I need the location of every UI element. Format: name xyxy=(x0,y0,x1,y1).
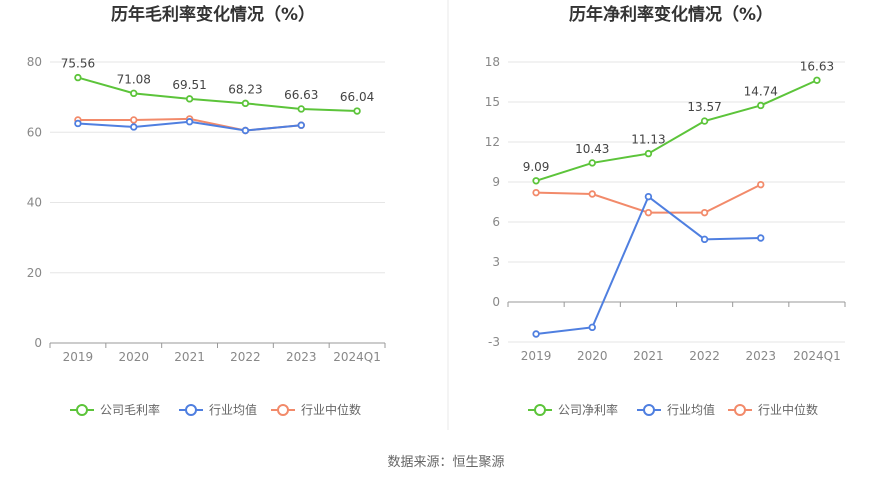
x-tick-label: 2020 xyxy=(118,350,149,364)
data-point-industry_median xyxy=(700,208,709,217)
chart-title: 历年净利率变化情况（%） xyxy=(569,4,773,25)
data-label: 10.43 xyxy=(575,142,609,156)
chart-title: 历年毛利率变化情况（%） xyxy=(111,4,315,25)
x-tick-label: 2024Q1 xyxy=(793,349,841,363)
data-point-company xyxy=(644,149,653,158)
x-tick-label: 2022 xyxy=(230,350,261,364)
data-point-company xyxy=(130,89,138,98)
data-point-company xyxy=(241,99,250,108)
legend-item-industry_avg[interactable]: 行业均值 xyxy=(179,402,257,417)
data-point-industry_avg xyxy=(297,121,305,129)
legend-label: 行业中位数 xyxy=(301,402,361,417)
data-label: 75.56 xyxy=(61,57,95,71)
x-tick-label: 2023 xyxy=(745,349,776,363)
net-margin-chart: 历年净利率变化情况（%） -3 0 3 6 9 12 15 18 2019 2020 2021 2022… xyxy=(485,4,846,417)
legend-label: 行业中位数 xyxy=(758,402,818,417)
data-label: 66.04 xyxy=(340,90,374,104)
data-label: 14.74 xyxy=(744,84,778,98)
data-point-company xyxy=(813,76,821,84)
data-point-industry_avg xyxy=(130,123,138,131)
data-point-industry_median xyxy=(588,190,596,198)
legend-label: 公司毛利率 xyxy=(100,402,160,417)
data-point-industry_avg xyxy=(757,234,765,242)
legend-item-industry_median[interactable]: 行业中位数 xyxy=(728,402,818,417)
x-tick-label: 2019 xyxy=(63,350,94,364)
x-tick-label: 2024Q1 xyxy=(333,350,381,364)
y-tick-label: 6 xyxy=(492,215,500,229)
legend-marker-icon xyxy=(643,404,655,416)
data-point-industry_avg xyxy=(74,119,82,128)
y-tick-label: 60 xyxy=(27,125,42,139)
data-label: 68.23 xyxy=(228,82,262,96)
x-tick-label: 2022 xyxy=(689,349,720,363)
x-tick-label: 2019 xyxy=(521,349,552,363)
x-tick-label: 2023 xyxy=(286,350,317,364)
data-point-company xyxy=(588,159,596,167)
legend-item-industry_median[interactable]: 行业中位数 xyxy=(271,402,361,417)
data-point-company xyxy=(700,117,709,125)
data-point-company xyxy=(185,95,194,103)
data-label: 13.57 xyxy=(687,100,721,114)
data-point-industry_avg xyxy=(532,330,540,338)
data-point-industry_median xyxy=(644,208,653,217)
data-point-industry_median xyxy=(757,180,765,189)
gross-margin-chart: 历年毛利率变化情况（%） 0 20 40 60 80 2019 2020 2021 2022 202… xyxy=(27,4,386,417)
data-point-industry_avg xyxy=(185,118,194,126)
data-point-company xyxy=(297,105,305,113)
data-point-industry_avg xyxy=(644,192,653,201)
source-note: 数据来源：恒生聚源 xyxy=(387,455,504,470)
data-label: 16.63 xyxy=(800,59,834,73)
data-point-industry_median xyxy=(532,188,540,197)
legend-label: 行业均值 xyxy=(667,402,715,417)
legend-item-company[interactable]: 公司净利率 xyxy=(528,402,618,417)
y-tick-label: 0 xyxy=(34,336,42,350)
data-point-industry_avg xyxy=(700,235,709,244)
data-label: 69.51 xyxy=(172,78,206,92)
y-tick-label: -3 xyxy=(488,335,500,349)
y-tick-label: 20 xyxy=(27,266,42,280)
y-tick-label: 18 xyxy=(485,55,500,69)
data-point-industry_median xyxy=(130,116,138,124)
y-tick-label: 9 xyxy=(492,175,500,189)
legend-label: 公司净利率 xyxy=(558,402,618,417)
data-label: 66.63 xyxy=(284,88,318,102)
data-label: 11.13 xyxy=(631,133,665,147)
legend-marker-icon xyxy=(185,404,197,416)
data-point-company xyxy=(353,107,361,115)
y-tick-label: 0 xyxy=(492,295,500,309)
data-point-company xyxy=(532,177,540,185)
legend-marker-icon xyxy=(534,404,546,416)
data-point-industry_avg xyxy=(588,323,596,332)
y-tick-label: 80 xyxy=(27,55,42,69)
data-label: 71.08 xyxy=(117,72,151,86)
data-label: 9.09 xyxy=(523,160,550,174)
data-point-industry_avg xyxy=(241,126,250,135)
legend-marker-icon xyxy=(277,404,289,416)
x-tick-label: 2020 xyxy=(577,349,608,363)
legend-item-industry_avg[interactable]: 行业均值 xyxy=(637,402,715,417)
series-line-company xyxy=(535,79,818,182)
y-tick-label: 12 xyxy=(485,135,500,149)
x-tick-label: 2021 xyxy=(174,350,205,364)
data-point-company xyxy=(74,73,82,82)
legend-marker-icon xyxy=(76,404,88,416)
data-point-company xyxy=(757,101,765,110)
series-line-company xyxy=(77,76,358,113)
y-tick-label: 40 xyxy=(27,196,42,210)
series-line-industry_avg xyxy=(535,195,761,335)
legend-item-company[interactable]: 公司毛利率 xyxy=(70,402,160,417)
legend-label: 行业均值 xyxy=(209,402,257,417)
y-tick-label: 3 xyxy=(492,255,500,269)
x-tick-label: 2021 xyxy=(633,349,664,363)
y-tick-label: 15 xyxy=(485,95,500,109)
legend-marker-icon xyxy=(734,404,746,416)
